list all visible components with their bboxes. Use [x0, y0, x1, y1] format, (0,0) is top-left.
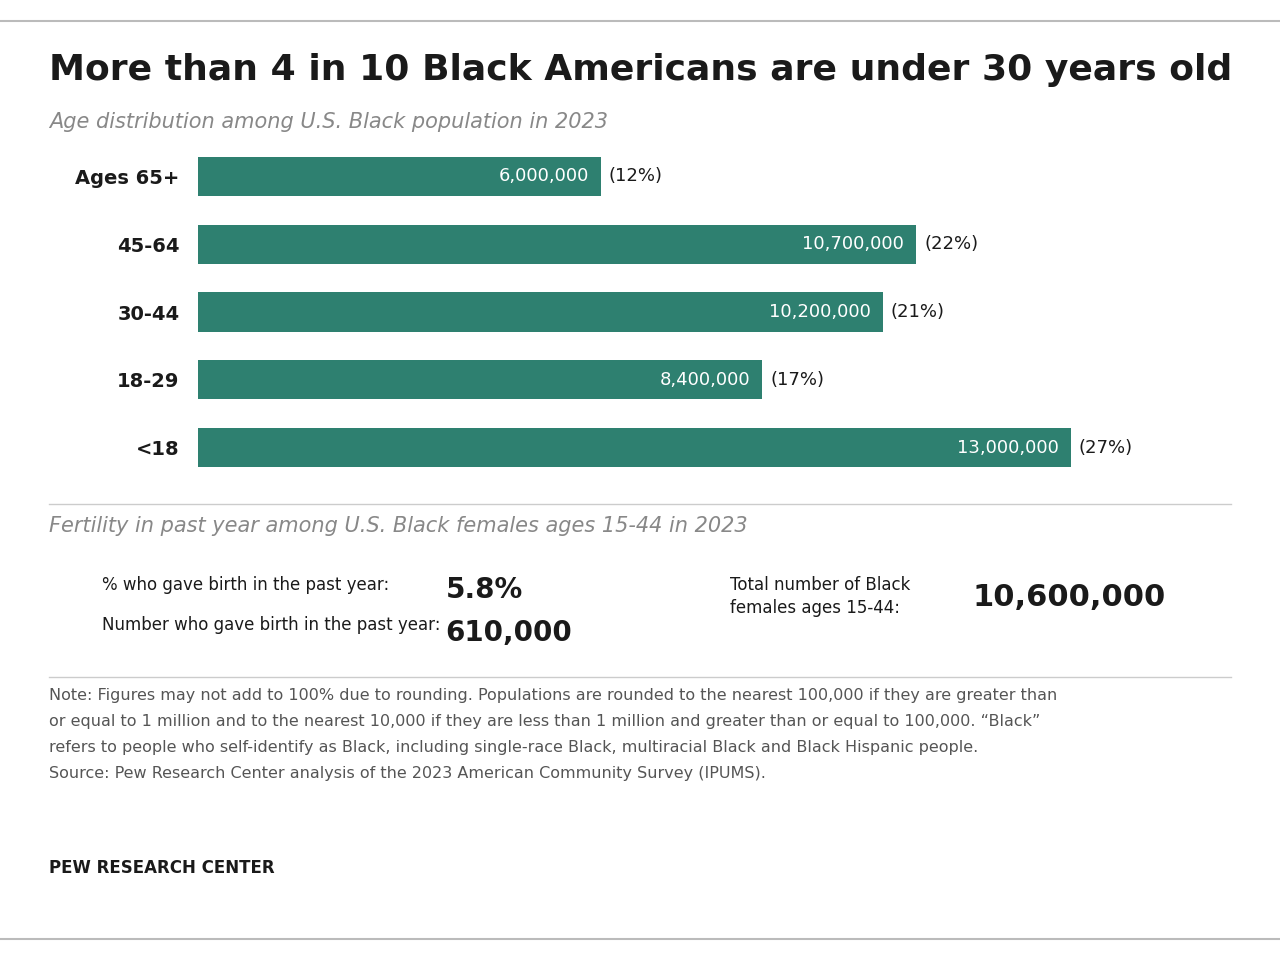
- Text: Source: Pew Research Center analysis of the 2023 American Community Survey (IPUM: Source: Pew Research Center analysis of …: [49, 766, 765, 781]
- Text: or equal to 1 million and to the nearest 10,000 if they are less than 1 million : or equal to 1 million and to the nearest…: [49, 714, 1041, 730]
- Text: 8,400,000: 8,400,000: [659, 371, 750, 389]
- Text: 10,700,000: 10,700,000: [803, 235, 904, 253]
- Text: More than 4 in 10 Black Americans are under 30 years old: More than 4 in 10 Black Americans are un…: [49, 53, 1231, 86]
- Text: 6,000,000: 6,000,000: [498, 167, 589, 185]
- Text: 610,000: 610,000: [445, 619, 572, 647]
- Text: refers to people who self-identify as Black, including single-race Black, multir: refers to people who self-identify as Bl…: [49, 740, 978, 756]
- Bar: [198, 225, 916, 264]
- Text: 10,200,000: 10,200,000: [769, 303, 870, 321]
- Text: (22%): (22%): [924, 235, 978, 253]
- Text: Note: Figures may not add to 100% due to rounding. Populations are rounded to th: Note: Figures may not add to 100% due to…: [49, 688, 1057, 704]
- Text: Total number of Black: Total number of Black: [730, 576, 910, 594]
- Text: 13,000,000: 13,000,000: [956, 439, 1059, 457]
- Bar: [198, 293, 883, 331]
- Text: 5.8%: 5.8%: [445, 576, 522, 604]
- Text: Fertility in past year among U.S. Black females ages 15-44 in 2023: Fertility in past year among U.S. Black …: [49, 516, 748, 537]
- Text: PEW RESEARCH CENTER: PEW RESEARCH CENTER: [49, 859, 274, 877]
- Text: (12%): (12%): [609, 167, 663, 185]
- Text: Number who gave birth in the past year:: Number who gave birth in the past year:: [102, 616, 440, 635]
- Text: (17%): (17%): [771, 371, 824, 389]
- Text: (21%): (21%): [891, 303, 945, 321]
- Text: % who gave birth in the past year:: % who gave birth in the past year:: [102, 576, 389, 594]
- Text: (27%): (27%): [1079, 439, 1133, 457]
- Bar: [198, 428, 1070, 468]
- Bar: [198, 156, 600, 196]
- Text: females ages 15-44:: females ages 15-44:: [730, 599, 900, 617]
- Text: Age distribution among U.S. Black population in 2023: Age distribution among U.S. Black popula…: [49, 112, 608, 132]
- Text: 10,600,000: 10,600,000: [973, 583, 1166, 612]
- Bar: [198, 360, 762, 399]
